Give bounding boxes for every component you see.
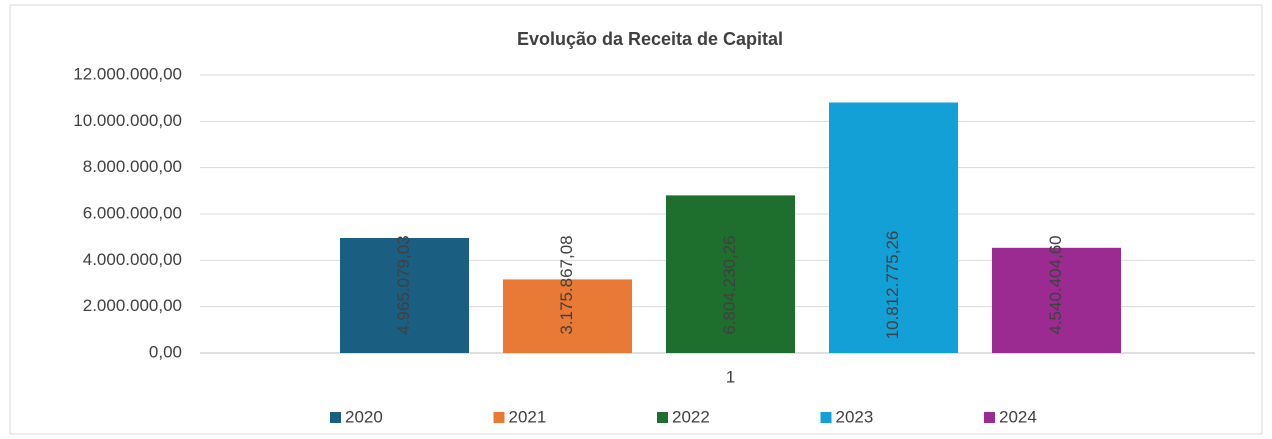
legend-label: 2022 — [672, 407, 710, 426]
y-tick-label: 2.000.000,00 — [83, 296, 182, 315]
legend-label: 2020 — [345, 407, 383, 426]
bar — [829, 102, 958, 353]
y-tick-label: 12.000.000,00 — [73, 64, 182, 83]
x-tick-label: 1 — [726, 367, 735, 386]
value-label: 3.175.867,08 — [557, 235, 576, 334]
chart-title: Evolução da Receita de Capital — [517, 29, 783, 49]
legend-swatch — [820, 412, 832, 423]
legend-swatch — [330, 412, 341, 423]
legend-label: 2021 — [509, 407, 547, 426]
value-label: 4.540.404,60 — [1046, 235, 1065, 334]
chart-frame — [9, 4, 1263, 435]
legend-label: 2024 — [999, 407, 1037, 426]
bar — [666, 195, 795, 353]
legend-swatch — [657, 412, 668, 423]
y-tick-label: 10.000.000,00 — [73, 111, 182, 130]
y-tick-label: 4.000.000,00 — [83, 250, 182, 269]
legend-swatch — [493, 412, 505, 423]
value-label: 4.965.079,03 — [394, 235, 413, 334]
y-tick-label: 0,00 — [149, 342, 182, 361]
value-label: 6.804.230,26 — [720, 235, 739, 334]
bar — [992, 247, 1121, 353]
y-tick-label: 8.000.000,00 — [83, 157, 182, 176]
legend-swatch — [984, 412, 995, 423]
value-label: 10.812.775,26 — [883, 231, 902, 340]
bar — [340, 237, 469, 353]
legend-label: 2023 — [836, 407, 874, 426]
bar — [503, 279, 632, 353]
y-tick-label: 6.000.000,00 — [83, 203, 182, 222]
